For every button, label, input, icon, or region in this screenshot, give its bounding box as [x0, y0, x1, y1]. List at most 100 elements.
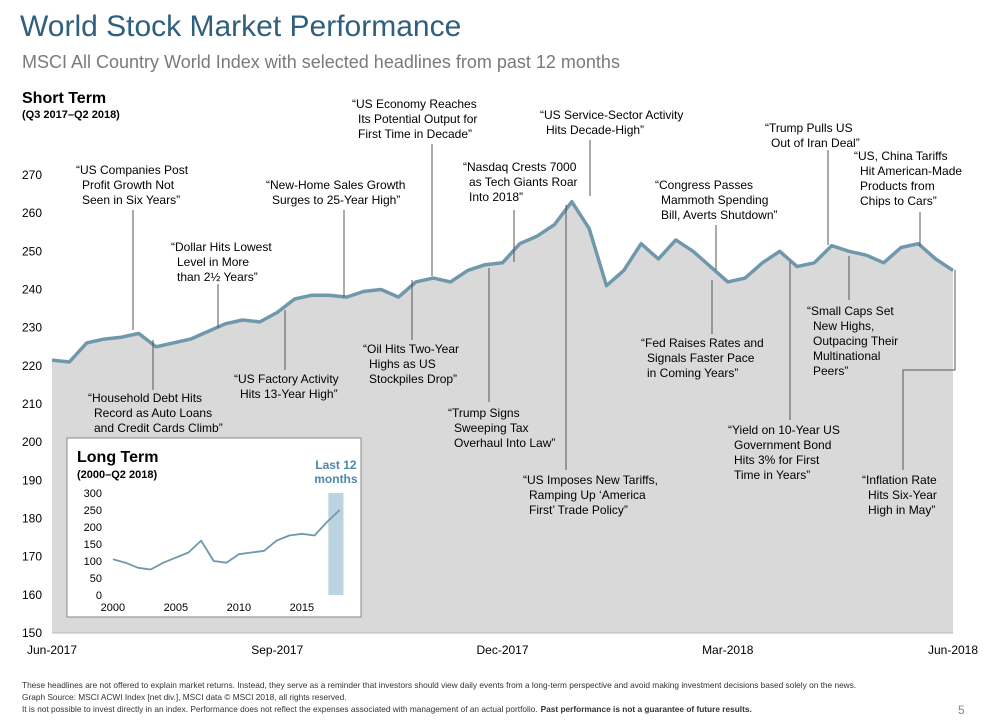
y-tick-label: 50 [90, 573, 102, 585]
y-tick-label: 300 [84, 488, 102, 500]
annotation-line: Time in Years” [734, 468, 810, 482]
annotation-line: Hits Decade-High” [546, 123, 644, 137]
annotation-line: “Dollar Hits Lowest [171, 240, 272, 254]
annotation-line: Out of Iran Deal” [771, 136, 860, 150]
annotation: “US Imposes New Tariffs, Ramping Up ‘Amer… [523, 473, 658, 517]
annotation-line: Chips to Cars” [860, 194, 937, 208]
chart-subtitle: (Q3 2017–Q2 2018) [22, 109, 120, 121]
annotation-line: “Trump Signs [448, 406, 520, 420]
y-tick-label: 220 [22, 359, 42, 373]
page-subtitle: MSCI All Country World Index with select… [22, 52, 620, 72]
annotation-line: Peers” [813, 364, 848, 378]
annotation-line: Hit American-Made [860, 164, 962, 178]
annotation-line: Hits 3% for First [734, 453, 820, 467]
x-tick-label: Jun-2017 [27, 643, 77, 657]
x-tick-label: 2010 [227, 602, 251, 614]
annotation-line: Products from [860, 179, 935, 193]
x-tick-label: Dec-2017 [476, 643, 528, 657]
inset-box [66, 437, 362, 618]
y-tick-label: 200 [22, 435, 42, 449]
annotation-line: Multinational [813, 349, 880, 363]
annotation-line: “Yield on 10-Year US [728, 423, 840, 437]
annotation-line: “Fed Raises Rates and [641, 336, 764, 350]
annotation-line: “US Economy Reaches [352, 97, 477, 111]
annotation-line: as Tech Giants Roar [469, 175, 578, 189]
annotation: “Yield on 10-Year US Government Bond Hits … [728, 423, 840, 482]
annotation-line: “US Service-Sector Activity [540, 108, 683, 122]
annotation-line: “US Imposes New Tariffs, [523, 473, 658, 487]
annotation-line: “Household Debt Hits [88, 391, 202, 405]
y-tick-label: 170 [22, 550, 42, 564]
annotation-line: Bill, Averts Shutdown” [661, 208, 778, 222]
annotation-line: New Highs, [813, 319, 874, 333]
annotation-line: Surges to 25-Year High” [272, 193, 400, 207]
x-tick-label: 2015 [290, 602, 314, 614]
annotation-line: Hits Six-Year [868, 488, 937, 502]
annotation: “US Factory Activity Hits 13-Year High” [234, 372, 339, 401]
chart-title: Short Term [22, 90, 106, 107]
highlight-band [328, 493, 344, 595]
footer-note: Graph Source: MSCI ACWI Index [net div.]… [22, 692, 347, 702]
x-tick-label: 2000 [101, 602, 125, 614]
y-tick-label: 250 [22, 244, 42, 258]
annotation-line: “Congress Passes [655, 178, 753, 192]
annotation: “Oil Hits Two-Year Highs as US Stockpiles … [363, 342, 459, 386]
annotation-line: Mammoth Spending [661, 193, 768, 207]
annotation: “Fed Raises Rates and Signals Faster Pace… [641, 336, 764, 380]
annotation: “US Economy Reaches Its Potential Output … [352, 97, 477, 141]
annotation-line: Seen in Six Years” [82, 193, 180, 207]
y-tick-label: 150 [84, 539, 102, 551]
line [51, 199, 954, 364]
annotation-line: “Inflation Rate [862, 473, 937, 487]
annotation: “Trump Pulls US Out of Iran Deal” [765, 121, 860, 150]
annotation-line: Into 2018” [469, 190, 523, 204]
annotation-line: Hits 13-Year High” [240, 387, 338, 401]
annotation: “Dollar Hits Lowest Level in More than 2½ … [171, 240, 272, 284]
annotation-line: Its Potential Output for [358, 112, 477, 126]
y-tick-label: 210 [22, 397, 42, 411]
y-tick-label: 240 [22, 283, 42, 297]
annotation-line: “Oil Hits Two-Year [363, 342, 459, 356]
annotation: “New-Home Sales Growth Surges to 25-Year … [266, 178, 405, 207]
line [112, 509, 341, 571]
annotation: “Inflation Rate Hits Six-Year High in May” [862, 473, 937, 517]
y-tick-label: 270 [22, 168, 42, 182]
annotation: “Nasdaq Crests 7000 as Tech Giants Roar In… [463, 160, 578, 204]
y-tick-label: 230 [22, 321, 42, 335]
annotation-line: than 2½ Years” [177, 270, 258, 284]
y-tick-label: 250 [84, 505, 102, 517]
footer-note: It is not possible to invest directly in… [22, 704, 752, 714]
annotation-line: First Time in Decade” [358, 127, 472, 141]
annotation-line: “Small Caps Set [807, 304, 894, 318]
y-tick-label: 150 [22, 626, 42, 640]
page-number: 5 [958, 703, 965, 717]
annotation-line: Stockpiles Drop” [369, 372, 457, 386]
highlight-label: months [314, 472, 358, 486]
y-tick-label: 180 [22, 512, 42, 526]
x-tick-label: Sep-2017 [251, 643, 303, 657]
annotation-line: “US Companies Post [76, 163, 189, 177]
annotation: “Congress Passes Mammoth Spending Bill, Av… [655, 178, 778, 222]
annotation-line: “US, China Tariffs [854, 149, 948, 163]
y-tick-label: 100 [84, 556, 102, 568]
annotation-line: “Nasdaq Crests 7000 [463, 160, 577, 174]
annotation-line: and Credit Cards Climb” [94, 421, 223, 435]
y-tick-label: 260 [22, 206, 42, 220]
y-tick-label: 200 [84, 522, 102, 534]
annotation: “Household Debt Hits Record as Auto Loans… [88, 391, 223, 435]
annotation-line: in Coming Years” [647, 366, 738, 380]
footer-emphasis: Past performance is not a guarantee of f… [541, 704, 752, 714]
annotation-line: “New-Home Sales Growth [266, 178, 405, 192]
annotation-line: Record as Auto Loans [94, 406, 212, 420]
annotation-line: “Trump Pulls US [765, 121, 853, 135]
annotation: “US, China Tariffs Hit American-Made Produ… [854, 149, 962, 208]
inset-title: Long Term [77, 449, 158, 466]
leader-line [902, 270, 956, 470]
page-title: World Stock Market Performance [20, 10, 461, 43]
footer-text: Graph Source: MSCI ACWI Index [net div.]… [22, 692, 347, 702]
annotation-line: Level in More [177, 255, 249, 269]
annotation-line: Sweeping Tax [454, 421, 529, 435]
footer-text: It is not possible to invest directly in… [22, 704, 538, 714]
annotation-line: Overhaul Into Law” [454, 436, 555, 450]
